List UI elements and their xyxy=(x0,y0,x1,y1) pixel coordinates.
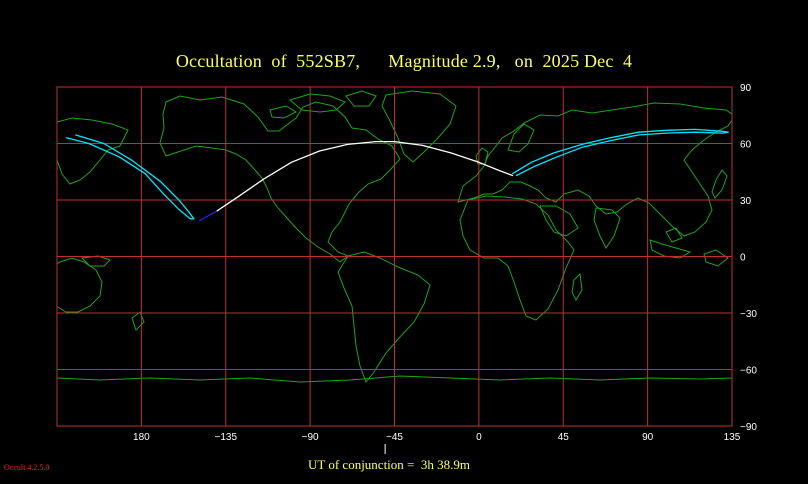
coastline-arctic-islands xyxy=(269,90,377,119)
ut-of-conjunction: UT of conjunction = 3h 38.9m xyxy=(308,457,470,472)
latitude-tick-label: −60 xyxy=(740,366,757,377)
coastline-south-america xyxy=(337,251,431,383)
longitude-tick-label: −135 xyxy=(214,432,237,443)
longitude-tick-label: 135 xyxy=(724,432,741,443)
coastline-arabia xyxy=(539,205,579,237)
coastline-british-isles xyxy=(475,147,489,165)
latitude-tick-label: −90 xyxy=(740,422,757,433)
latitude-tick-label: 90 xyxy=(740,83,752,94)
coordinate-grid xyxy=(56,86,733,427)
coastline-antarctica xyxy=(57,375,732,383)
occultation-paths xyxy=(65,128,729,222)
coastline-madagascar xyxy=(571,272,583,302)
twilight-path-segment xyxy=(198,210,218,222)
longitude-tick-label: 0 xyxy=(476,432,482,443)
axis-labels: 135 180 −135 −90 −45 0 45 90 90 60 30 0 −30 −60 −90 xyxy=(133,83,757,443)
path-limit-line xyxy=(65,134,195,220)
coastline-greenland xyxy=(381,90,457,163)
longitude-tick-label: −90 xyxy=(302,432,319,443)
longitude-tick-label: 180 xyxy=(133,432,150,443)
coastlines xyxy=(57,90,732,383)
longitude-tick-label: 90 xyxy=(642,432,654,443)
coastline-africa xyxy=(459,195,575,321)
coastline-eurasia xyxy=(457,102,732,237)
path-limit-line xyxy=(511,128,729,177)
coastline-ne-asia-west xyxy=(57,117,129,185)
longitude-tick-label: 45 xyxy=(558,432,570,443)
coastline-india xyxy=(593,207,621,249)
coastline-japan xyxy=(711,169,728,199)
central-path-line xyxy=(215,140,514,212)
coastline-new-zealand xyxy=(131,311,145,331)
latitude-tick-label: −30 xyxy=(740,309,757,320)
software-version: Occult 4.2.5.0 xyxy=(4,463,50,472)
coastline-north-america xyxy=(159,95,401,263)
coastline-new-guinea xyxy=(80,255,111,267)
coastline-australia xyxy=(57,257,103,313)
coastline-indonesia xyxy=(649,227,729,267)
coastline-scandinavia xyxy=(507,123,535,153)
latitude-tick-label: 0 xyxy=(740,253,746,264)
latitude-tick-label: 30 xyxy=(740,196,752,207)
latitude-tick-label: 60 xyxy=(740,140,752,151)
longitude-tick-label: −45 xyxy=(386,432,403,443)
map-title: Occultation of 552SB7, Magnitude 2.9, on… xyxy=(175,51,633,71)
